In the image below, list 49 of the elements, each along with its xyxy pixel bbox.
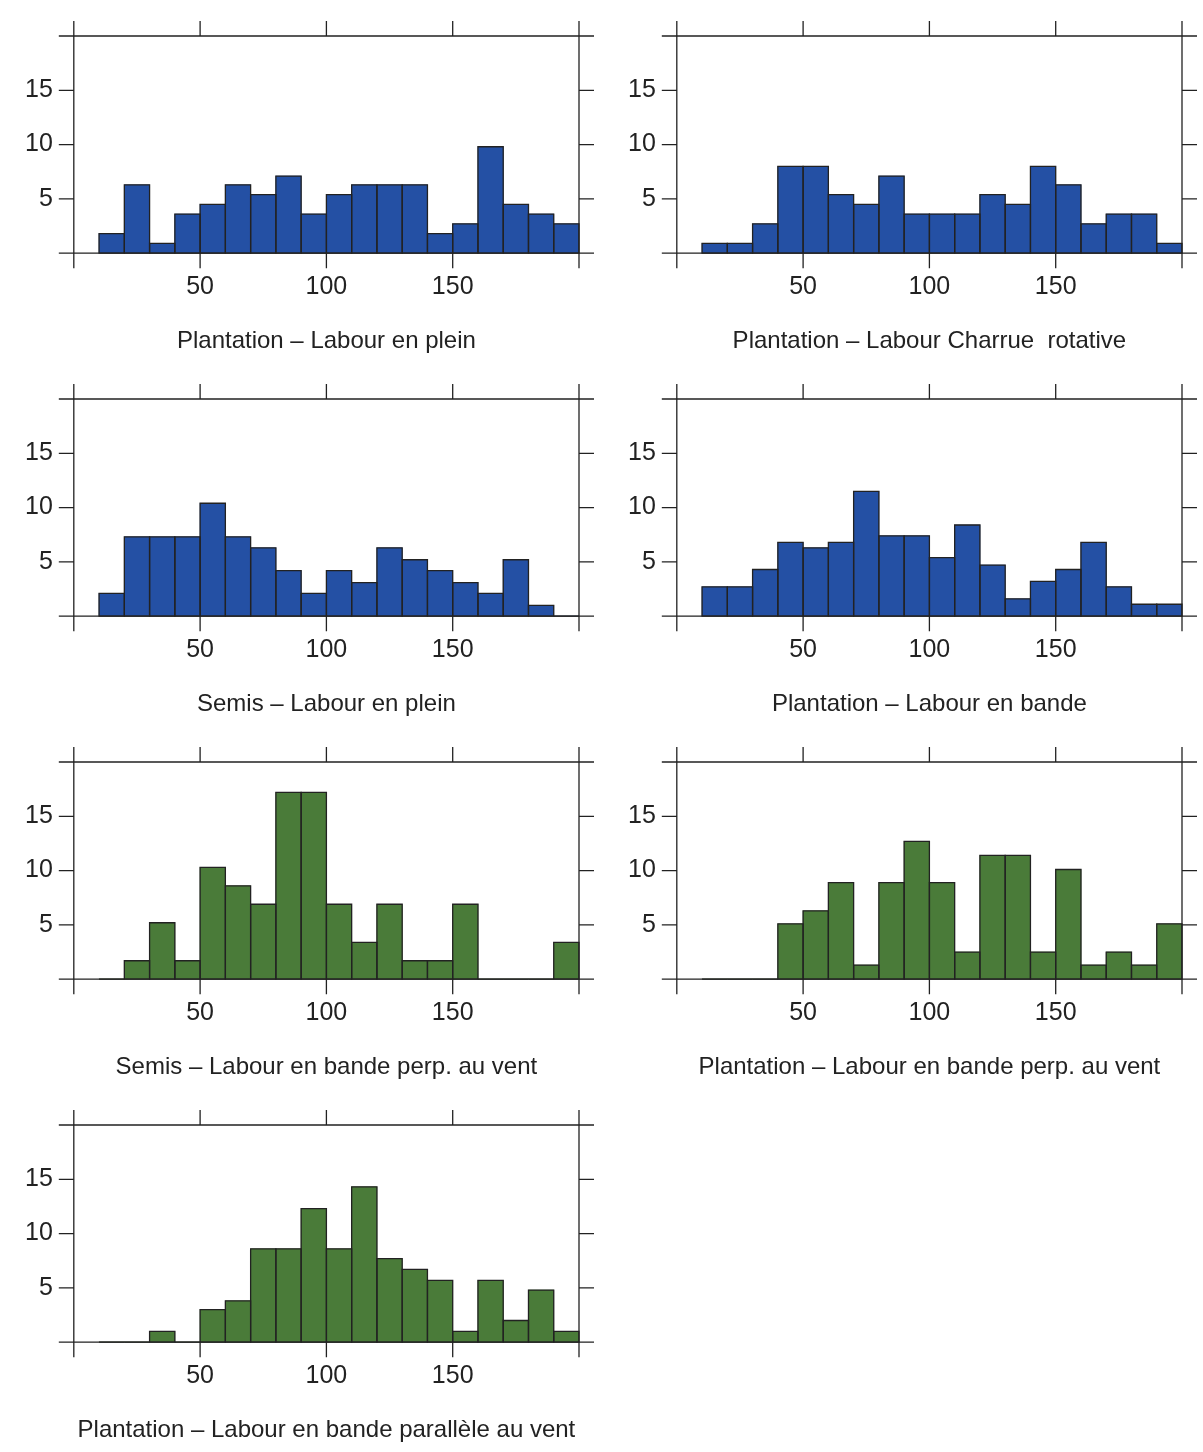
y-tick-label: 15 [628,437,656,466]
y-tick-label: 15 [628,74,656,103]
x-tick-label: 150 [1034,634,1077,663]
x-axis-title: Plantation – Labour en bande parallèle au vent [77,1415,576,1443]
x-tick-label: 100 [305,997,348,1026]
x-tick-label: 150 [431,997,474,1026]
y-tick-label: 5 [641,182,656,211]
x-axis-title: Plantation – Labour en plein [176,326,476,354]
y-tick-label: 15 [25,1163,53,1192]
x-axis-title: Plantation – Labour en bande [771,689,1087,717]
x-tick-label: 50 [789,271,818,300]
y-tick-label: 10 [25,128,53,157]
x-tick-label: 100 [305,634,348,663]
x-axis-title: Semis – Labour en plein [196,689,456,717]
y-tick-label: 5 [641,545,656,574]
x-tick-label: 150 [1034,997,1077,1026]
x-tick-label: 50 [789,997,818,1026]
y-tick-label: 5 [38,545,53,574]
y-tick-label: 10 [25,491,53,520]
x-tick-label: 100 [305,271,348,300]
x-tick-label: 50 [186,997,215,1026]
y-tick-label: 10 [628,854,656,883]
y-tick-label: 5 [38,1271,53,1300]
x-tick-label: 100 [908,997,951,1026]
x-tick-label: 100 [305,1360,348,1389]
x-tick-label: 150 [431,634,474,663]
y-tick-label: 5 [641,908,656,937]
x-tick-label: 150 [431,1360,474,1389]
y-tick-label: 10 [25,854,53,883]
y-tick-label: 15 [25,437,53,466]
x-axis-title: Plantation – Labour Charrue rotative [732,326,1127,354]
x-axis-title: Semis – Labour en bande perp. au vent [115,1052,538,1080]
y-tick-label: 15 [25,74,53,103]
x-axis-title: Plantation – Labour en bande perp. au vent [698,1052,1161,1080]
y-tick-label: 10 [628,491,656,520]
y-tick-label: 5 [38,182,53,211]
x-tick-label: 50 [789,634,818,663]
x-tick-label: 50 [186,1360,215,1389]
x-tick-label: 100 [908,271,951,300]
x-tick-label: 50 [186,634,215,663]
y-tick-label: 15 [628,800,656,829]
x-tick-label: 150 [431,271,474,300]
y-tick-label: 5 [38,908,53,937]
y-tick-label: 10 [25,1217,53,1246]
x-tick-label: 150 [1034,271,1077,300]
y-tick-label: 15 [25,800,53,829]
y-tick-label: 10 [628,128,656,157]
x-tick-label: 100 [908,634,951,663]
x-tick-label: 50 [186,271,215,300]
